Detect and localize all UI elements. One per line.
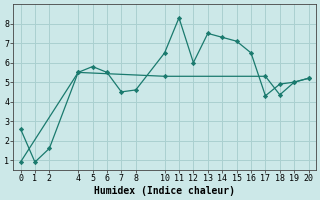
X-axis label: Humidex (Indice chaleur): Humidex (Indice chaleur) xyxy=(94,186,235,196)
